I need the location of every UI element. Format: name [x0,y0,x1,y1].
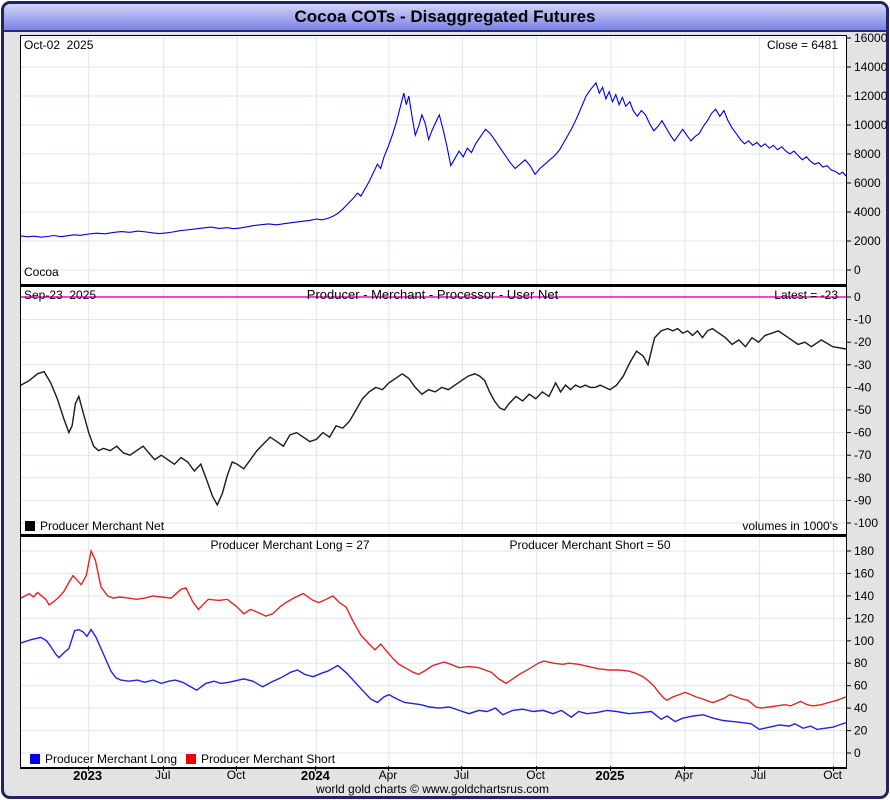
net-chart-svg: 0 -10 -20 -30 -40 -50 -60 -70 -80 -90 -100 [20,287,878,534]
x-axis-label: 2023 [73,768,103,783]
short-value-label: Producer Merchant Short = 50 [509,538,671,552]
net-date-label: Sep-23 2025 [24,288,97,302]
svg-text:-70: -70 [854,448,872,462]
x-tick-mark [236,766,238,771]
plot-area: 16000 14000 12000 10000 8000 6000 4000 2000 0 0 -… [20,31,888,769]
long-legend-swatch [30,754,40,764]
svg-text:60: 60 [854,679,868,693]
price-panel: 16000 14000 12000 10000 8000 6000 4000 2000 0 [20,31,888,284]
svg-text:-20: -20 [854,335,872,349]
x-tick-mark [535,766,537,771]
x-axis-label: Jul [750,768,767,782]
x-tick-mark [315,766,317,771]
x-axis-label: Apr [674,768,694,782]
svg-text:0: 0 [854,290,861,304]
panel-divider [20,534,847,537]
long-value-label: Producer Merchant Long = 27 [210,538,370,552]
x-tick-mark [832,766,834,771]
x-tick-mark [758,766,760,771]
svg-text:-60: -60 [854,426,872,440]
price-date-label: Oct-02 2025 [24,38,94,52]
price-close-label: Close = 6481 [766,38,838,52]
x-axis-label: Apr [378,768,398,782]
svg-text:80: 80 [854,656,868,670]
x-axis-label: Oct [226,768,246,782]
long-legend-label: Producer Merchant Long [45,752,178,766]
net-latest-label: Latest = -23 [774,288,838,302]
net-title-label: Producer - Merchant - Processor - User N… [306,287,559,302]
net-panel: 0 -10 -20 -30 -40 -50 -60 -70 -80 -90 -100 [20,287,878,534]
volumes-panel: 180 160 140 120 100 80 60 40 20 0 [20,537,874,767]
svg-text:0: 0 [854,263,861,277]
price-name-label: Cocoa [24,265,59,279]
svg-text:6000: 6000 [854,176,881,190]
x-tick-mark [387,766,389,771]
volumes-chart-svg: 180 160 140 120 100 80 60 40 20 0 [20,537,874,767]
svg-text:12000: 12000 [854,89,888,103]
x-tick-mark [162,766,164,771]
short-legend-swatch [186,754,196,764]
svg-text:-30: -30 [854,358,872,372]
price-chart-svg: 16000 14000 12000 10000 8000 6000 4000 2000 0 [20,31,888,284]
x-axis-label: Oct [823,768,842,782]
svg-text:40: 40 [854,701,868,715]
svg-text:8000: 8000 [854,147,881,161]
page-title: Cocoa COTs - Disaggregated Futures [294,7,596,26]
svg-text:-40: -40 [854,380,872,394]
svg-text:-10: -10 [854,313,872,327]
title-bar: Cocoa COTs - Disaggregated Futures [4,4,886,32]
x-axis-label: 2024 [300,768,330,783]
x-axis-label: Jul [155,768,171,782]
svg-text:20: 20 [854,724,868,738]
short-legend-label: Producer Merchant Short [201,752,336,766]
volumes-note-label: volumes in 1000's [742,519,838,533]
net-legend-swatch [25,521,35,531]
svg-text:140: 140 [854,589,874,603]
x-tick-mark [684,766,686,771]
svg-text:10000: 10000 [854,118,888,132]
svg-text:180: 180 [854,544,874,558]
svg-text:120: 120 [854,611,874,625]
svg-text:-90: -90 [854,493,872,507]
svg-text:2000: 2000 [854,234,881,248]
svg-text:4000: 4000 [854,205,881,219]
svg-text:-80: -80 [854,471,872,485]
net-legend-label: Producer Merchant Net [40,519,165,533]
x-axis-label: Oct [526,768,545,782]
x-axis-label: Jul [453,768,470,782]
svg-text:-50: -50 [854,403,872,417]
x-tick-mark [609,766,611,771]
svg-text:14000: 14000 [854,60,888,74]
x-tick-mark [461,766,463,771]
x-tick-mark [87,766,89,771]
svg-text:0: 0 [854,746,861,760]
footer-credit: world gold charts © www.goldchartsrus.co… [316,782,549,796]
svg-text:160: 160 [854,566,874,580]
svg-text:16000: 16000 [854,31,888,45]
panel-divider [20,284,847,287]
svg-text:100: 100 [854,634,874,648]
x-axis-label: 2025 [595,768,625,783]
svg-text:-100: -100 [854,516,878,530]
